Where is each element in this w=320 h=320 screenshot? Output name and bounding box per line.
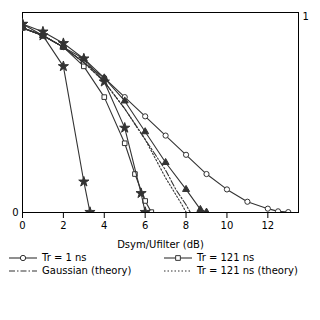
svg-text:10: 10 <box>221 220 234 231</box>
svg-text:6: 6 <box>142 220 148 231</box>
html-text:Tr = 1 ns: Tr = 1 ns <box>42 252 87 263</box>
svg-text:0: 0 <box>12 207 18 218</box>
svg-text:Dsym/Ufilter (dB): Dsym/Ufilter (dB) <box>117 239 204 250</box>
svg-text:1: 1 <box>303 11 309 22</box>
html-text:Gaussian (theory): Gaussian (theory) <box>42 265 132 276</box>
svg-text:4: 4 <box>101 220 107 231</box>
svg-text:0: 0 <box>19 220 25 231</box>
svg-text:12: 12 <box>261 220 274 231</box>
svg-text:8: 8 <box>183 220 189 231</box>
html-text:Tr = 121 ns (theory): Tr = 121 ns (theory) <box>197 265 298 276</box>
svg-text:2: 2 <box>60 220 66 231</box>
html-text:Tr = 121 ns: Tr = 121 ns <box>197 252 255 263</box>
